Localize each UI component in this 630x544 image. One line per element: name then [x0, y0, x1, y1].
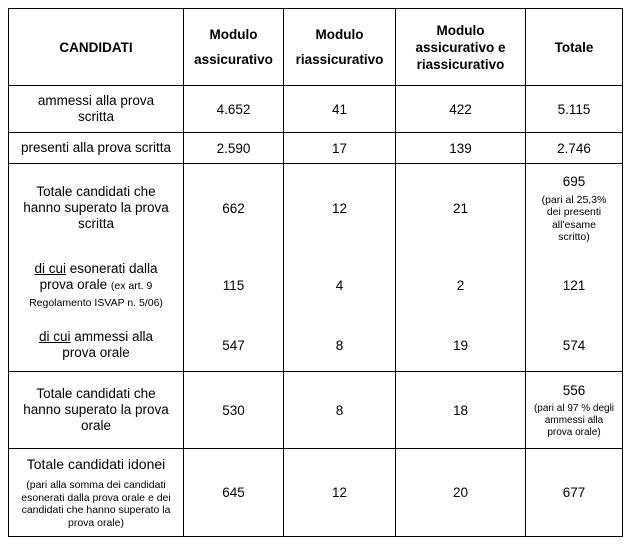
value-riassicurativo: 17	[283, 132, 396, 164]
value-assicurativo: 547	[222, 337, 245, 353]
row-ammessi-scritta: ammessi alla prova scritta 4.652 41 422 …	[8, 85, 623, 133]
value-entrambi: 2	[456, 278, 465, 293]
value-totale: 556	[562, 382, 586, 398]
label-note: (pari alla somma dei candidati esonerati…	[21, 479, 171, 529]
di-cui-underline: di cui	[38, 329, 71, 344]
di-cui-underline: di cui	[34, 260, 66, 276]
value-assicurativo: 4.652	[183, 85, 284, 133]
row-idonei: Totale candidati idonei (pari alla somma…	[8, 448, 623, 537]
row-superato-scritta-group: Totale candidati che hanno superato la p…	[8, 163, 623, 372]
value-entrambi: 139	[395, 132, 526, 164]
value-assicurativo: 115	[222, 278, 245, 293]
totale-note: (pari al 97 % degli ammessi alla prova o…	[533, 402, 615, 438]
value-totale: 5.115	[525, 85, 623, 133]
value-entrambi: 21	[452, 200, 469, 216]
value-riassicurativo: 8	[283, 371, 396, 449]
row-label-ammessi-orale: di cui ammessi alla prova orale	[30, 329, 162, 361]
header-cell-modulo-assicurativo: Modulo assicurativo	[183, 8, 284, 86]
value-entrambi: 20	[395, 448, 526, 537]
value-assicurativo: 2.590	[183, 132, 284, 164]
header-cell-candidati: CANDIDATI	[8, 8, 184, 86]
value-riassicurativo: 12	[283, 448, 396, 537]
row-label: presenti alla prova scritta	[8, 132, 184, 164]
row-superato-orale: Totale candidati che hanno superato la p…	[8, 371, 623, 449]
header-row: CANDIDATI Modulo assicurativo Modulo ria…	[8, 8, 623, 86]
value-riassicurativo: 8	[335, 337, 344, 353]
group-values-entrambi: 21 2 19	[395, 163, 526, 372]
label-main: esonerati dalla prova orale	[39, 260, 158, 292]
row-label-superato-scritta: Totale candidati che hanno superato la p…	[23, 184, 169, 231]
value-totale: 695	[562, 173, 586, 189]
value-assicurativo: 645	[183, 448, 284, 537]
row-label: Totale candidati che hanno superato la p…	[8, 371, 184, 449]
value-entrambi: 19	[452, 337, 469, 353]
value-totale: 2.746	[525, 132, 623, 164]
row-label-with-note: Totale candidati idonei (pari alla somma…	[8, 448, 184, 537]
value-assicurativo: 530	[183, 371, 284, 449]
row-label: Totale candidati idonei	[26, 456, 166, 472]
value-entrambi: 422	[395, 85, 526, 133]
value-totale: 574	[562, 337, 586, 353]
totale-note: (pari al 25,3% dei presenti all'esame sc…	[541, 193, 607, 244]
value-riassicurativo: 4	[335, 278, 344, 293]
header-cell-totale: Totale	[525, 8, 623, 86]
row-label-esonerati-orale: di cui esonerati dalla prova orale (ex a…	[17, 261, 175, 311]
group-values-assicurativo: 662 115 547	[183, 163, 284, 372]
value-riassicurativo: 41	[283, 85, 396, 133]
label-main: ammessi alla prova orale	[62, 329, 154, 360]
group-values-riassicurativo: 12 4 8	[283, 163, 396, 372]
value-assicurativo: 662	[222, 200, 245, 216]
value-riassicurativo: 12	[331, 200, 348, 216]
header-cell-modulo-riassicurativo: Modulo riassicurativo	[283, 8, 396, 86]
group-values-totale: 695 (pari al 25,3% dei presenti all'esam…	[525, 163, 623, 372]
row-presenti-scritta: presenti alla prova scritta 2.590 17 139…	[8, 132, 623, 164]
header-cell-modulo-entrambi: Modulo assicurativo e riassicurativo	[395, 8, 526, 86]
row-label: ammessi alla prova scritta	[8, 85, 184, 133]
label-regulation-note: (ex art. 9 Regolamento ISVAP n. 5/06)	[29, 279, 163, 309]
value-entrambi: 18	[395, 371, 526, 449]
value-totale: 677	[525, 448, 623, 537]
candidates-results-table: CANDIDATI Modulo assicurativo Modulo ria…	[8, 8, 623, 537]
value-totale: 121	[562, 278, 586, 293]
group-label-cell: Totale candidati che hanno superato la p…	[8, 163, 184, 372]
value-totale-with-note: 556 (pari al 97 % degli ammessi alla pro…	[525, 371, 623, 449]
